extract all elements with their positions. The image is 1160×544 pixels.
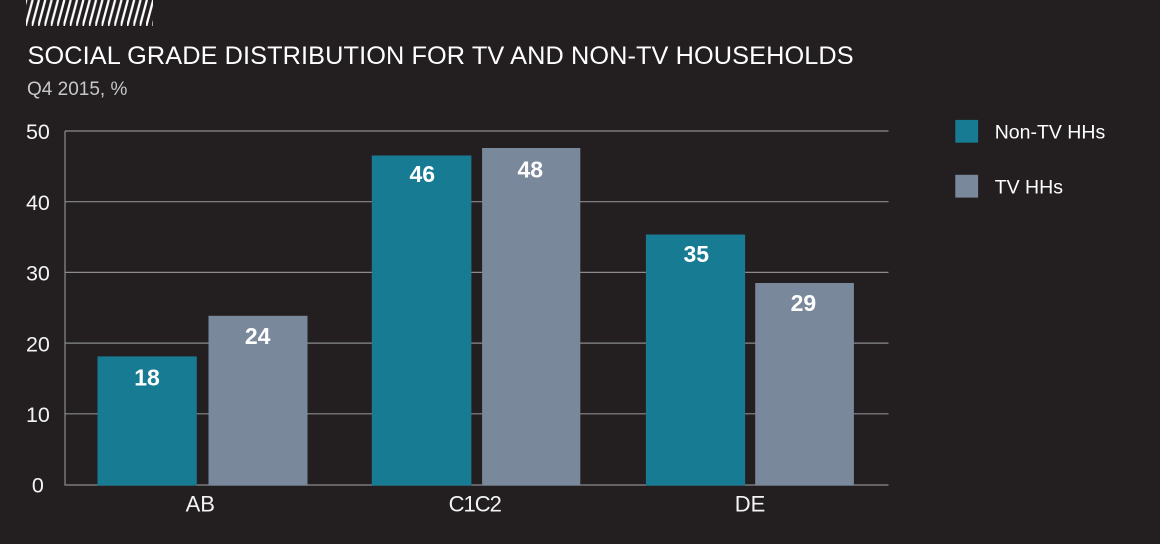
svg-text:30: 30 <box>26 262 50 286</box>
svg-text:TV HHs: TV HHs <box>995 177 1063 199</box>
svg-text:DE: DE <box>735 491 766 516</box>
svg-text:20: 20 <box>26 332 50 356</box>
svg-text:24: 24 <box>245 323 271 349</box>
svg-text:10: 10 <box>26 403 50 427</box>
svg-text:C1C2: C1C2 <box>449 491 502 516</box>
svg-text:Non-TV HHs: Non-TV HHs <box>995 122 1106 144</box>
svg-text:35: 35 <box>684 241 710 267</box>
svg-text:AB: AB <box>186 491 215 516</box>
svg-text:Q4 2015, %: Q4 2015, % <box>27 79 127 100</box>
svg-text:0: 0 <box>32 474 44 498</box>
svg-text:40: 40 <box>26 191 50 215</box>
svg-text:48: 48 <box>518 156 544 182</box>
svg-text:29: 29 <box>791 290 817 316</box>
svg-text:SOCIAL GRADE DISTRIBUTION FOR: SOCIAL GRADE DISTRIBUTION FOR TV AND NON… <box>28 42 854 70</box>
svg-text:18: 18 <box>134 365 160 391</box>
svg-text:46: 46 <box>410 161 436 187</box>
svg-text:50: 50 <box>26 120 50 144</box>
